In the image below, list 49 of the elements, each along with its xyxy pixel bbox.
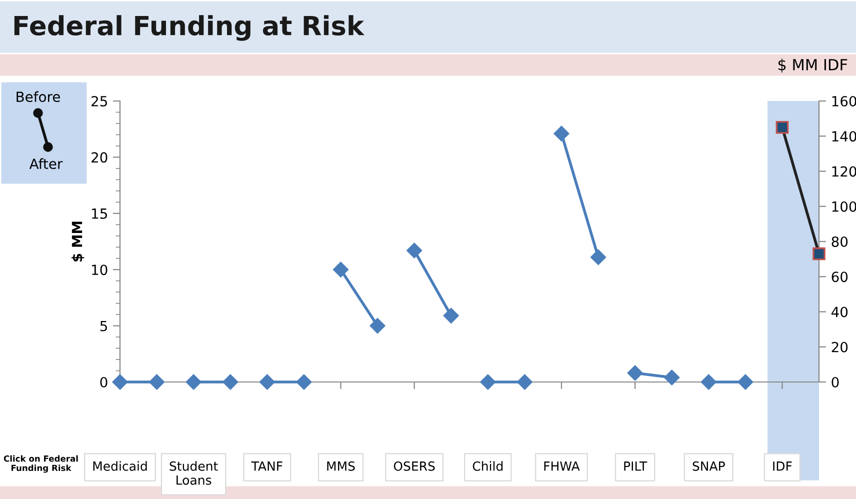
y2-tick-label: 160 — [832, 96, 856, 106]
y2-tick-label: 120 — [832, 166, 856, 177]
point — [664, 370, 680, 386]
y2-tick-label: 0 — [832, 376, 839, 388]
point — [186, 374, 202, 390]
point — [370, 318, 386, 334]
y-tick-label: 25 — [92, 96, 107, 106]
point — [590, 250, 606, 265]
y-tick-label: 20 — [92, 152, 108, 163]
point — [259, 374, 275, 390]
x-tick-label: FHWA — [544, 462, 580, 471]
point — [406, 242, 422, 258]
point — [112, 374, 128, 390]
x-tick-label: IDF — [773, 462, 792, 471]
point — [554, 126, 570, 142]
y2-tick-label: 40 — [831, 306, 848, 318]
x-tick-label: PILT — [624, 462, 648, 471]
y2-tick-label: 20 — [832, 342, 848, 352]
point — [700, 374, 716, 390]
x-tick-label: Child — [472, 461, 503, 471]
y-tick-label: 10 — [92, 264, 108, 276]
y2-tick-label: 80 — [832, 236, 848, 247]
y2-axis-title: $ MM IDF — [778, 58, 848, 72]
chart-title: Federal Funding at Risk — [14, 15, 365, 41]
point — [738, 374, 754, 390]
x-tick-label: Student Loans — [170, 461, 218, 485]
x-tick-label: OSERS — [394, 461, 435, 471]
x-tick-label: MMS — [327, 461, 355, 471]
x-tick-label: TANF — [251, 462, 282, 471]
point — [333, 262, 348, 278]
text: After — [29, 158, 63, 170]
y-axis-title: $ MM — [72, 222, 84, 262]
y2-tick-label: 100 — [832, 201, 856, 212]
point — [480, 374, 496, 390]
y2-tick-label: 140 — [832, 131, 856, 142]
x-tick-label: Medicaid — [93, 461, 147, 471]
y-tick-label: 5 — [100, 320, 107, 332]
y-tick-label: 15 — [92, 208, 107, 219]
point — [149, 374, 164, 390]
y2-tick-label: 60 — [832, 272, 848, 282]
text: Click on Federal Funding Risk — [4, 455, 78, 473]
point — [516, 374, 532, 390]
text: Before — [16, 91, 60, 102]
point — [443, 308, 459, 324]
point — [296, 374, 312, 390]
y-tick-label: 0 — [100, 376, 108, 388]
x-tick-label: SNAP — [692, 461, 725, 471]
point — [627, 365, 643, 381]
point — [222, 374, 238, 390]
